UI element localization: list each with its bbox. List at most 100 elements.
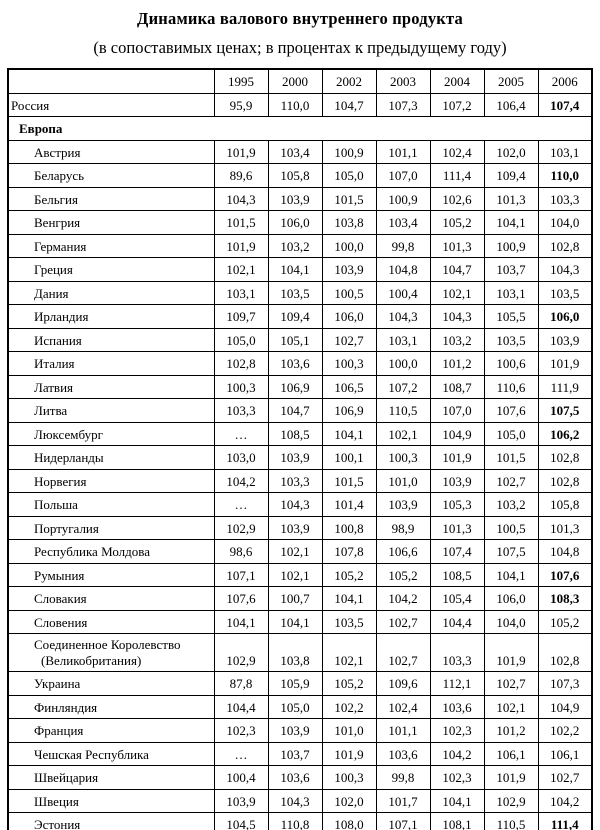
value-cell: 108,5 <box>429 562 485 587</box>
table-row: Люксембург … 108,5 104,1 102,1 104,9 105,0 106,… <box>7 421 593 446</box>
value-cell: 110,0 <box>537 163 593 188</box>
table-row: Латвия 100,3 106,9 106,5 107,2 108,7 110,6 111,… <box>7 374 593 399</box>
value-cell: … <box>213 741 269 766</box>
table-row: Россия 95,9 110,0 104,7 107,3 107,2 106,4 107,4 <box>7 92 593 117</box>
value-cell: 107,0 <box>429 398 485 423</box>
value-cell: 102,1 <box>213 257 269 282</box>
value-cell: 103,0 <box>213 445 269 470</box>
value-cell: 101,5 <box>321 468 377 493</box>
country-label: Словения <box>34 614 88 630</box>
country-cell: Финляндия <box>7 694 215 719</box>
value-cell: 103,1 <box>483 280 539 305</box>
value-cell: 112,1 <box>429 671 485 696</box>
value-cell: 99,8 <box>375 765 431 790</box>
country-label: Эстония <box>34 817 81 830</box>
value-cell: 102,8 <box>537 633 593 672</box>
value-cell: 100,5 <box>483 515 539 540</box>
value-cell: 102,1 <box>429 280 485 305</box>
value-cell: 102,1 <box>483 694 539 719</box>
value-cell: 101,9 <box>483 765 539 790</box>
country-label: Украина <box>34 676 81 691</box>
gdp-dynamics-table: 1995 2000 2002 2003 2004 2005 2006 Россия 95,9 1… <box>7 68 593 830</box>
table-body: Россия 95,9 110,0 104,7 107,3 107,2 106,4 107,4… <box>7 92 593 830</box>
value-cell: 103,4 <box>375 210 431 235</box>
value-cell: 107,6 <box>213 586 269 611</box>
value-cell: 105,8 <box>537 492 593 517</box>
value-cell: 101,9 <box>483 633 539 672</box>
country-label: Швейцария <box>34 770 99 785</box>
table-row: Ирландия 109,7 109,4 106,0 104,3 104,3 105,5 10… <box>7 304 593 329</box>
value-cell: 103,8 <box>267 633 323 672</box>
value-cell: 99,8 <box>375 233 431 258</box>
value-cell: 101,1 <box>375 139 431 164</box>
country-cell: Норвегия <box>7 468 215 493</box>
value-cell: 103,1 <box>375 327 431 352</box>
table-row: Литва 103,3 104,7 106,9 110,5 107,0 107,6 107,5 <box>7 398 593 423</box>
value-cell: 105,0 <box>321 163 377 188</box>
value-cell: 102,2 <box>537 718 593 743</box>
country-label: Дания <box>34 285 69 301</box>
value-cell: 105,2 <box>537 609 593 634</box>
page-subtitle: (в сопоставимых ценах; в процентах к пре… <box>93 38 507 57</box>
country-cell: Франция <box>7 718 215 743</box>
value-cell: 100,3 <box>321 351 377 376</box>
value-cell: 104,1 <box>213 609 269 634</box>
value-cell: 104,1 <box>321 421 377 446</box>
country-cell: Эстония <box>7 812 215 830</box>
table-row: Украина 87,8 105,9 105,2 109,6 112,1 102,7 107,… <box>7 671 593 696</box>
value-cell: 105,2 <box>429 210 485 235</box>
value-cell: 101,2 <box>483 718 539 743</box>
country-label: Польша <box>34 497 78 512</box>
table-row: Нидерланды 103,0 103,9 100,1 100,3 101,9 101,5… <box>7 445 593 470</box>
value-cell: 103,1 <box>213 280 269 305</box>
country-label: Нидерланды <box>34 450 104 465</box>
country-label: Россия <box>11 97 50 113</box>
country-label: Испания <box>34 332 82 348</box>
value-cell: 102,9 <box>213 633 269 672</box>
value-cell: 101,4 <box>321 492 377 517</box>
table-row: Эстония 104,5 110,8 108,0 107,1 108,1 110,5 111… <box>7 812 593 830</box>
value-cell: 106,1 <box>537 741 593 766</box>
value-cell: 106,1 <box>483 741 539 766</box>
value-cell: 103,5 <box>483 327 539 352</box>
country-cell: Россия <box>7 92 215 117</box>
value-cell: 101,7 <box>375 788 431 813</box>
page-title: Динамика валового внутреннего продукта <box>137 9 463 28</box>
value-cell: 102,7 <box>483 468 539 493</box>
value-cell: 104,0 <box>537 210 593 235</box>
table-row: Словакия 107,6 100,7 104,1 104,2 105,4 106,0 10… <box>7 586 593 611</box>
value-cell: 108,1 <box>429 812 485 830</box>
country-cell: Нидерланды <box>7 445 215 470</box>
value-cell: 102,7 <box>375 633 431 672</box>
section-row: Европа <box>7 116 593 141</box>
value-cell: 110,5 <box>375 398 431 423</box>
value-cell: 101,1 <box>375 718 431 743</box>
value-cell: 103,9 <box>267 718 323 743</box>
value-cell: 105,0 <box>213 327 269 352</box>
section-header-cell: Европа <box>7 116 593 141</box>
year-header-cell: 1995 <box>213 68 269 94</box>
table-row: Бельгия 104,3 103,9 101,5 100,9 102,6 101,3 103… <box>7 186 593 211</box>
value-cell: 107,4 <box>429 539 485 564</box>
value-cell: 101,9 <box>321 741 377 766</box>
table-row: Венгрия 101,5 106,0 103,8 103,4 105,2 104,1 104… <box>7 210 593 235</box>
value-cell: 102,8 <box>537 233 593 258</box>
value-cell: 100,7 <box>267 586 323 611</box>
table-row: Беларусь 89,6 105,8 105,0 107,0 111,4 109,4 110… <box>7 163 593 188</box>
country-cell: Украина <box>7 671 215 696</box>
value-cell: 103,9 <box>213 788 269 813</box>
value-cell: 106,5 <box>321 374 377 399</box>
table-row: Греция 102,1 104,1 103,9 104,8 104,7 103,7 104,… <box>7 257 593 282</box>
value-cell: 102,8 <box>537 468 593 493</box>
table-row: Чешская Республика… 103,7 101,9 103,6 104,2 1… <box>7 741 593 766</box>
country-label: Норвегия <box>34 473 87 489</box>
value-cell: 100,3 <box>375 445 431 470</box>
country-cell: Румыния <box>7 562 215 587</box>
value-cell: 103,9 <box>321 257 377 282</box>
value-cell: 102,1 <box>321 633 377 672</box>
year-header-cell: 2003 <box>375 68 431 94</box>
value-cell: 104,9 <box>429 421 485 446</box>
value-cell: 107,1 <box>213 562 269 587</box>
year-header-cell: 2004 <box>429 68 485 94</box>
